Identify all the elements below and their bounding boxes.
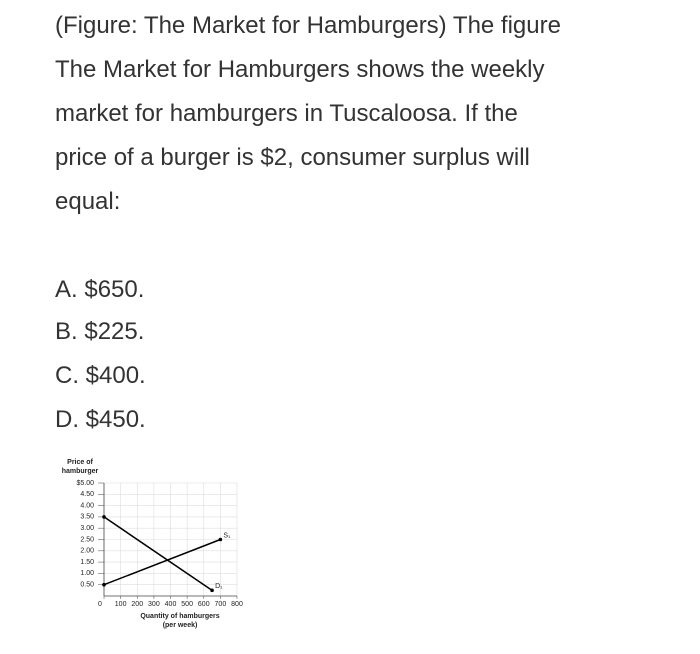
option: A. $650. (55, 276, 145, 303)
y-tick-label: 4.50 (80, 491, 94, 498)
y-tick-label: 0.50 (80, 582, 94, 589)
y-tick-label: 1.00 (80, 570, 94, 577)
y-tick-label: 3.50 (80, 514, 94, 521)
series-label: S₁ (223, 532, 231, 539)
option: D. $450. (55, 406, 146, 433)
y-axis-title: hamburger (62, 468, 99, 475)
y-tick-label: 2.50 (80, 536, 94, 543)
x-axis-title: (per week) (163, 622, 198, 629)
x-axis-title: Quantity of hamburgers (140, 613, 219, 620)
point (218, 537, 223, 542)
point (210, 588, 214, 593)
x-tick-label: 300 (148, 601, 160, 608)
y-axis-title: Price of (67, 459, 93, 466)
y-tick-label: 2.00 (80, 548, 94, 555)
point (102, 582, 106, 587)
y-tick-label: 4.00 (80, 502, 94, 509)
option: B. $225. (55, 318, 145, 345)
x-tick-label: 400 (165, 601, 177, 608)
x-tick-label: 800 (231, 601, 243, 608)
x-tick-label: 600 (198, 601, 210, 608)
x-tick-label: 0 (98, 601, 102, 608)
series-line (103, 538, 221, 586)
y-tick-label: 1.50 (80, 559, 94, 566)
point (102, 515, 106, 519)
y-tick-label: 3.00 (80, 525, 94, 532)
series-line (103, 516, 213, 591)
question: (Figure: The Market for Hamburgers) The … (55, 12, 561, 215)
y-tick-label: $5.00 (76, 480, 94, 487)
option: C. $400. (55, 362, 146, 389)
series-label: D₁ (215, 583, 223, 590)
x-tick-label: 100 (115, 601, 127, 608)
x-tick-label: 500 (181, 601, 193, 608)
x-tick-label: 700 (215, 601, 227, 608)
x-tick-label: 200 (131, 601, 143, 608)
